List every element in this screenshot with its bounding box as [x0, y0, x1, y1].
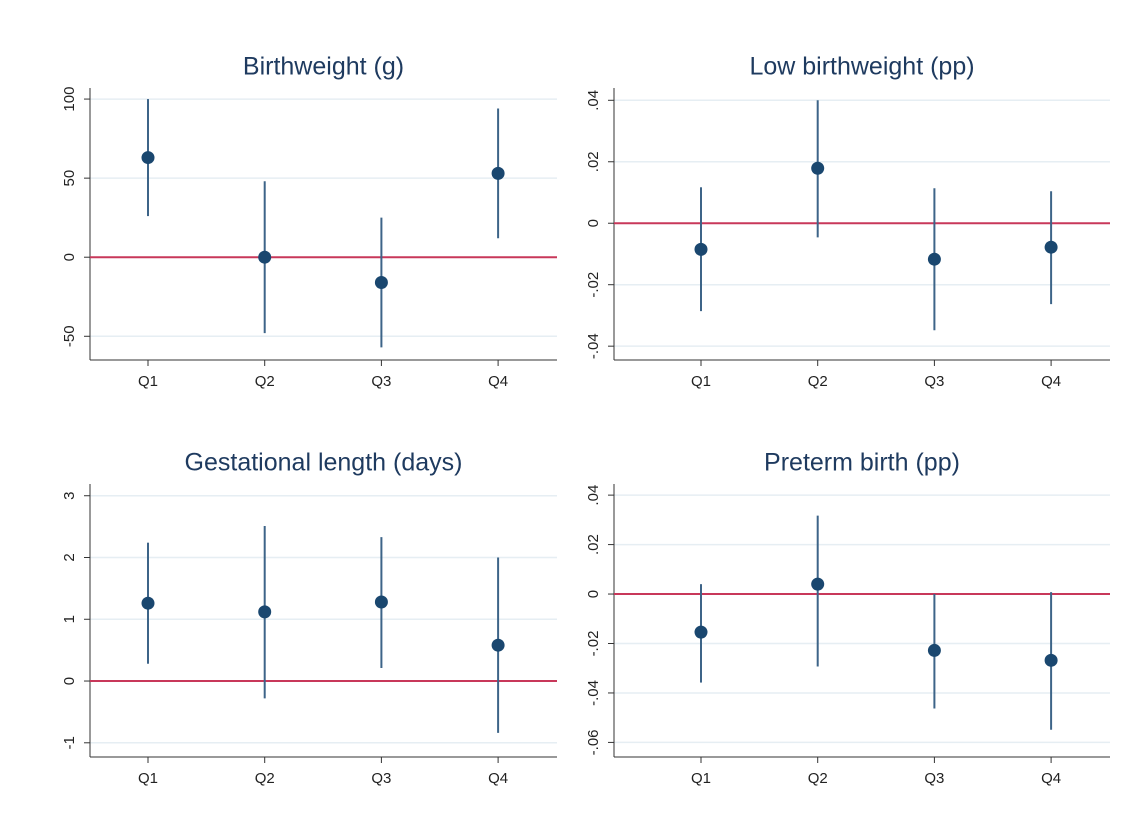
chart-title: Birthweight (g) [243, 53, 404, 81]
y-tick-label: .04 [585, 485, 602, 506]
point-estimate [258, 250, 272, 264]
y-tick-label: 1 [61, 615, 78, 623]
y-tick-label: -.02 [585, 631, 602, 657]
x-tick-label: Q3 [924, 770, 944, 787]
x-tick-label: Q4 [488, 373, 508, 390]
y-tick-label: -.04 [585, 333, 602, 359]
point-estimate [694, 625, 708, 639]
y-tick-label: 50 [61, 170, 78, 187]
x-tick-label: Q1 [691, 373, 711, 390]
y-tick-label: .04 [585, 90, 602, 111]
x-tick-label: Q1 [138, 373, 158, 390]
x-tick-label: Q4 [1041, 373, 1061, 390]
point-estimate [927, 252, 941, 266]
y-tick-label: -1 [61, 736, 78, 749]
x-tick-label: Q2 [808, 770, 828, 787]
y-tick-label: .02 [585, 151, 602, 172]
point-estimate [374, 595, 388, 609]
point-estimate [1044, 240, 1058, 254]
x-tick-label: Q3 [371, 770, 391, 787]
y-tick-label: 3 [61, 492, 78, 500]
point-estimate [927, 643, 941, 657]
x-tick-label: Q2 [255, 373, 275, 390]
chart-title: Preterm birth (pp) [764, 449, 960, 477]
point-estimate [141, 151, 155, 165]
point-estimate [1044, 653, 1058, 667]
y-tick-label: 2 [61, 553, 78, 561]
chart-title: Gestational length (days) [185, 449, 463, 477]
x-tick-label: Q4 [488, 770, 508, 787]
point-estimate [811, 161, 825, 175]
y-tick-label: 0 [585, 219, 602, 227]
y-tick-label: -.04 [585, 680, 602, 706]
y-tick-label: 0 [61, 253, 78, 261]
chart-title: Low birthweight (pp) [749, 53, 974, 81]
x-tick-label: Q1 [138, 770, 158, 787]
x-tick-label: Q2 [255, 770, 275, 787]
point-estimate [141, 596, 155, 610]
y-tick-label: -.02 [585, 272, 602, 298]
x-tick-label: Q3 [924, 373, 944, 390]
point-estimate [491, 166, 505, 180]
x-tick-label: Q3 [371, 373, 391, 390]
point-estimate [258, 605, 272, 619]
y-tick-label: 100 [61, 87, 78, 112]
y-tick-label: -.06 [585, 729, 602, 755]
point-estimate [811, 577, 825, 591]
point-estimate [374, 276, 388, 290]
x-tick-label: Q4 [1041, 770, 1061, 787]
x-tick-label: Q2 [808, 373, 828, 390]
point-estimate [491, 638, 505, 652]
point-estimate [694, 242, 708, 256]
x-tick-label: Q1 [691, 770, 711, 787]
y-tick-label: -50 [61, 325, 78, 347]
y-tick-label: .02 [585, 534, 602, 555]
y-tick-label: 0 [585, 590, 602, 598]
y-tick-label: 0 [61, 677, 78, 685]
